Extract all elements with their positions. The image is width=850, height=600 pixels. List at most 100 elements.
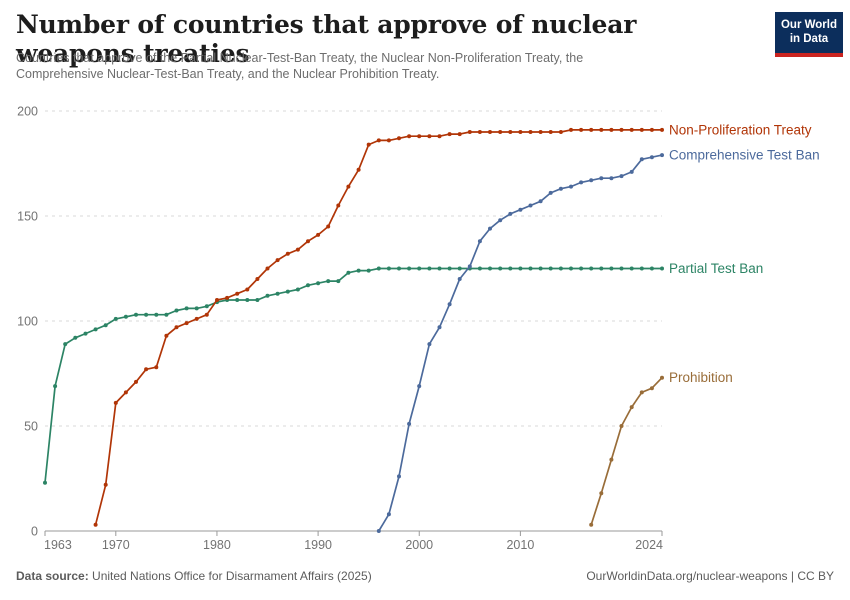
data-point-partial-test-ban-1983	[245, 298, 250, 302]
legend-label-non-proliferation-treaty[interactable]: Non-Proliferation Treaty	[669, 122, 812, 137]
x-tick-label-1980: 1980	[203, 538, 231, 552]
data-point-comprehensive-test-ban-1998	[397, 474, 401, 479]
data-point-partial-test-ban-2007	[488, 266, 492, 271]
y-axis: 0 50 100 150 200	[17, 104, 662, 538]
data-point-prohibition-2021	[629, 405, 634, 410]
data-point-partial-test-ban-2004	[457, 266, 462, 271]
data-point-non-proliferation-treaty-2004	[457, 132, 462, 137]
data-point-non-proliferation-treaty-2002	[437, 134, 442, 139]
data-point-comprehensive-test-ban-2012	[538, 199, 543, 204]
data-point-partial-test-ban-1988	[295, 287, 300, 292]
data-point-non-proliferation-treaty-1981	[225, 295, 230, 300]
data-point-partial-test-ban-2022	[639, 266, 644, 271]
data-point-comprehensive-test-ban-2021	[629, 169, 634, 174]
data-point-comprehensive-test-ban-2022	[639, 157, 644, 162]
data-point-non-proliferation-treaty-1997	[386, 138, 391, 143]
data-point-partial-test-ban-2023	[649, 266, 654, 271]
subtitle-line-2: Comprehensive Nuclear-Test-Ban Treaty, a…	[16, 66, 440, 81]
data-point-partial-test-ban-2006	[477, 266, 482, 271]
series-partial-test-ban: Partial Test Ban	[43, 261, 763, 485]
data-point-non-proliferation-treaty-2003	[447, 132, 452, 137]
data-point-non-proliferation-treaty-1985	[265, 266, 270, 271]
data-point-non-proliferation-treaty-1984	[255, 277, 260, 281]
data-point-partial-test-ban-2005	[467, 266, 472, 271]
x-tick-label-1963: 1963	[44, 538, 72, 552]
legend-label-prohibition[interactable]: Prohibition	[669, 370, 733, 385]
data-point-partial-test-ban-1995	[366, 268, 371, 273]
data-point-non-proliferation-treaty-1986	[275, 258, 280, 263]
data-point-partial-test-ban-1979	[204, 304, 209, 309]
data-point-partial-test-ban-1991	[326, 279, 331, 284]
data-point-partial-test-ban-1965	[63, 342, 68, 347]
data-point-partial-test-ban-1975	[164, 312, 169, 317]
legend-label-comprehensive-test-ban[interactable]: Comprehensive Test Ban	[669, 148, 820, 163]
series-line-comprehensive-test-ban	[377, 154, 663, 532]
data-point-partial-test-ban-1999	[407, 266, 412, 271]
data-point-partial-test-ban-1987	[285, 289, 290, 294]
data-point-partial-test-ban-2003	[447, 266, 452, 271]
data-point-partial-test-ban-1984	[255, 298, 260, 302]
data-point-comprehensive-test-ban-1997	[386, 512, 391, 517]
data-point-partial-test-ban-1977	[184, 306, 189, 311]
data-point-partial-test-ban-2018	[599, 266, 604, 271]
data-point-partial-test-ban-1971	[123, 314, 128, 319]
data-point-comprehensive-test-ban-2010	[518, 207, 523, 212]
data-point-comprehensive-test-ban-2009	[508, 211, 513, 216]
data-point-partial-test-ban-1970	[113, 316, 118, 321]
data-point-partial-test-ban-1992	[336, 279, 341, 284]
y-tick-label-100: 100	[17, 314, 38, 328]
data-point-prohibition-2018	[599, 491, 604, 496]
data-point-non-proliferation-treaty-2010	[518, 130, 523, 134]
data-point-non-proliferation-treaty-2008	[498, 130, 503, 134]
data-point-partial-test-ban-2014	[558, 266, 563, 271]
data-point-non-proliferation-treaty-2019	[609, 127, 614, 132]
data-point-non-proliferation-treaty-2022	[639, 127, 644, 132]
data-source-text: Data source: United Nations Office for D…	[16, 569, 372, 583]
data-point-partial-test-ban-2002	[437, 266, 442, 271]
series-line-partial-test-ban	[44, 267, 663, 484]
data-point-non-proliferation-treaty-1990	[316, 232, 321, 237]
x-tick-label-2010: 2010	[506, 538, 534, 552]
data-point-partial-test-ban-1982	[235, 298, 240, 302]
data-point-non-proliferation-treaty-1972	[134, 379, 138, 384]
data-point-non-proliferation-treaty-1993	[346, 184, 351, 189]
logo-text-line1: Our World	[780, 19, 837, 31]
data-point-comprehensive-test-ban-2024	[660, 153, 664, 158]
data-point-partial-test-ban-1998	[397, 266, 401, 271]
data-point-prohibition-2023	[649, 386, 654, 391]
data-point-non-proliferation-treaty-1987	[285, 251, 290, 256]
data-point-comprehensive-test-ban-2011	[528, 203, 533, 208]
data-point-partial-test-ban-2017	[589, 266, 594, 271]
data-point-non-proliferation-treaty-1971	[123, 390, 128, 395]
data-point-comprehensive-test-ban-2005	[467, 264, 472, 269]
series-comprehensive-test-ban: Comprehensive Test Ban	[376, 148, 820, 533]
data-point-partial-test-ban-1966	[73, 335, 78, 340]
data-point-partial-test-ban-1996	[376, 266, 381, 271]
y-tick-label-50: 50	[24, 419, 38, 433]
data-point-partial-test-ban-2001	[427, 266, 432, 271]
data-source-label: Data source:	[16, 569, 89, 583]
data-point-partial-test-ban-2021	[629, 266, 634, 271]
legend-label-partial-test-ban[interactable]: Partial Test Ban	[669, 261, 763, 276]
data-point-comprehensive-test-ban-2000	[417, 384, 422, 389]
series-prohibition: Prohibition	[589, 370, 733, 527]
data-point-non-proliferation-treaty-2005	[467, 130, 472, 134]
data-point-non-proliferation-treaty-1969	[103, 482, 108, 487]
data-point-partial-test-ban-1967	[83, 331, 88, 336]
data-point-partial-test-ban-1986	[275, 291, 280, 296]
data-point-partial-test-ban-1981	[225, 298, 230, 302]
attribution-link[interactable]: OurWorldinData.org/nuclear-weapons | CC …	[586, 569, 834, 583]
data-point-partial-test-ban-1976	[174, 308, 179, 313]
data-point-partial-test-ban-1997	[386, 266, 391, 271]
data-point-comprehensive-test-ban-2002	[437, 325, 442, 330]
data-point-prohibition-2022	[639, 390, 644, 395]
data-point-partial-test-ban-1973	[144, 312, 149, 317]
x-tick-label-2024: 2024	[635, 538, 663, 552]
chart-footer: Data source: United Nations Office for D…	[0, 569, 850, 583]
data-point-partial-test-ban-2008	[498, 266, 503, 271]
data-point-non-proliferation-treaty-2013	[548, 130, 553, 134]
data-point-non-proliferation-treaty-2021	[629, 127, 634, 132]
